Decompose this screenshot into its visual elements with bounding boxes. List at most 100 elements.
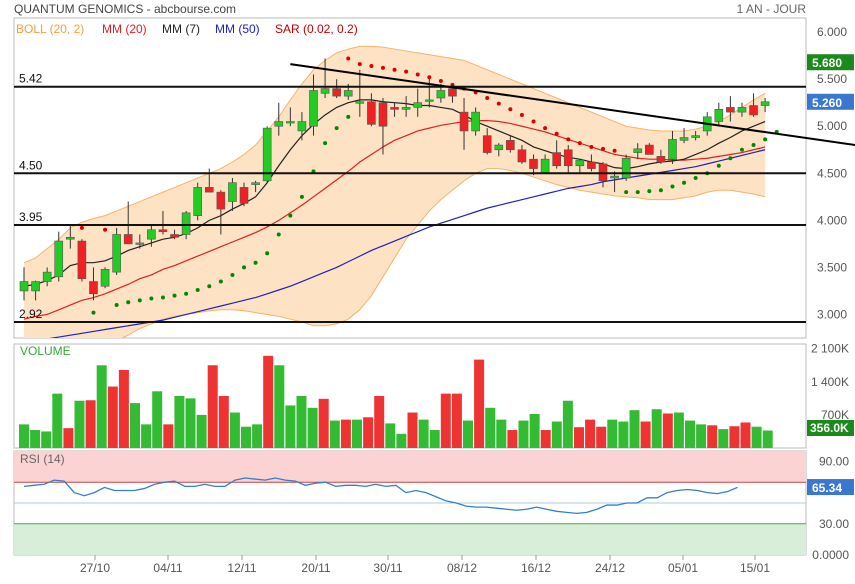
- candle-body: [251, 182, 260, 185]
- volume-bar: [285, 405, 296, 448]
- level-label: 5.42: [19, 72, 43, 86]
- rsi-badge: [807, 479, 854, 496]
- sar-point: [103, 227, 108, 232]
- candle-body: [367, 101, 376, 125]
- candle-body: [575, 159, 585, 167]
- volume-bar: [740, 422, 751, 448]
- candle-body: [517, 149, 527, 163]
- candle-body: [147, 229, 156, 240]
- sar-point: [751, 143, 756, 148]
- volume-badge: [807, 420, 854, 436]
- rsi-tick-label: 90.00: [819, 454, 849, 468]
- volume-layer: [19, 355, 773, 448]
- volume-bar: [640, 421, 651, 448]
- sar-point: [149, 296, 154, 301]
- sar-point: [137, 298, 142, 303]
- volume-bar: [751, 426, 762, 448]
- sar-point: [438, 79, 443, 84]
- sar-point: [253, 260, 258, 265]
- x-tick-label: 12/11: [227, 561, 256, 575]
- period-label[interactable]: 1 AN - JOUR: [737, 2, 807, 16]
- candle-body: [228, 182, 237, 202]
- volume-bar: [729, 426, 740, 448]
- candle-body: [193, 187, 202, 216]
- rsi-overbought-zone: [14, 451, 806, 483]
- x-tick-label: 30/11: [373, 561, 402, 575]
- volume-bar: [318, 398, 329, 448]
- rsi-badge-label: 65.34: [812, 481, 842, 495]
- sar-point: [496, 101, 501, 106]
- rsi-tick-label: 0.0000: [812, 548, 849, 562]
- sar-point: [242, 265, 247, 270]
- volume-bar: [673, 412, 684, 448]
- volume-bar: [263, 355, 274, 448]
- candle-body: [587, 161, 596, 169]
- x-tick-label: 05/01: [668, 561, 698, 575]
- volume-bar: [429, 430, 440, 448]
- rsi-oversold-zone: [14, 523, 806, 555]
- candle-body: [355, 101, 365, 104]
- volume-bar: [418, 419, 429, 448]
- volume-bar: [651, 409, 662, 448]
- candle-body: [552, 152, 561, 167]
- candle-body: [656, 156, 666, 163]
- candle-body: [714, 108, 724, 122]
- candle-body: [378, 102, 388, 127]
- sar-point: [612, 148, 617, 153]
- candle-body: [737, 107, 747, 113]
- volume-bar: [607, 419, 618, 448]
- volume-bar: [562, 400, 573, 448]
- level-label: 2.92: [19, 307, 43, 321]
- volume-bar: [474, 359, 485, 448]
- volume-bar: [107, 386, 118, 448]
- candle-body: [726, 107, 735, 113]
- volume-bar: [551, 421, 562, 448]
- legend-item: SAR (0.02, 0.2): [275, 22, 358, 36]
- candle-body: [436, 90, 446, 99]
- sar-point: [392, 67, 397, 72]
- volume-bar: [696, 424, 707, 448]
- candle-body: [158, 229, 168, 232]
- volume-bar: [496, 419, 507, 448]
- sar-point: [601, 146, 605, 151]
- sar-point: [276, 232, 281, 237]
- price-badge: [807, 54, 854, 71]
- candle-body: [31, 281, 40, 292]
- volume-bar: [118, 370, 129, 448]
- sar-point: [739, 147, 744, 152]
- volume-tick-label: 1 400K: [811, 375, 849, 389]
- sar-point: [693, 176, 698, 180]
- bollinger-upper-line: [23, 45, 766, 264]
- volume-bar: [762, 430, 773, 448]
- volume-bar: [185, 398, 196, 448]
- sar-point: [589, 144, 594, 149]
- level-label: 3.95: [19, 210, 43, 224]
- candle-body: [170, 234, 179, 238]
- candle-body: [390, 107, 399, 110]
- candle-body: [749, 105, 758, 116]
- volume-tick-label: 700K: [821, 408, 849, 422]
- volume-bar: [396, 433, 407, 448]
- candle-body: [77, 240, 87, 280]
- volume-bar: [352, 419, 362, 448]
- sar-point: [265, 251, 270, 256]
- candle-body: [506, 140, 515, 151]
- candle-body: [89, 281, 98, 295]
- volume-bar: [585, 419, 596, 448]
- candle-body: [413, 102, 423, 108]
- sar-point: [288, 213, 293, 218]
- candle-body: [610, 175, 619, 179]
- volume-bar: [540, 430, 551, 448]
- candle-body: [332, 88, 341, 97]
- sar-point: [357, 62, 362, 67]
- candle-body: [459, 111, 469, 132]
- price-badge: [807, 93, 854, 110]
- volume-bar: [274, 365, 285, 448]
- candle-body: [66, 236, 75, 240]
- sar-point: [126, 300, 131, 305]
- volume-bar: [30, 430, 41, 448]
- trendline: [290, 63, 855, 146]
- volume-bar: [41, 431, 52, 448]
